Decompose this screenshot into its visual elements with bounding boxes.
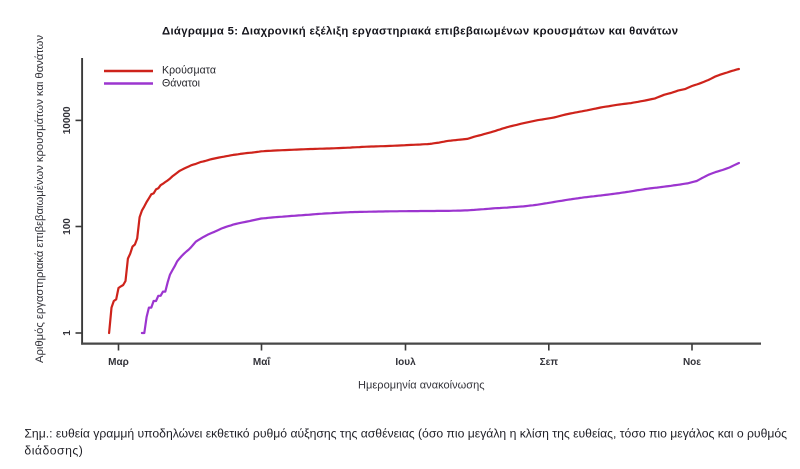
svg-text:Σημ.: ευθεία γραμμή υποδηλώνει: Σημ.: ευθεία γραμμή υποδηλώνει εκθετικό … (24, 426, 787, 440)
svg-text:Κρούσματα: Κρούσματα (162, 64, 216, 76)
svg-text:διάδοσης): διάδοσης) (24, 444, 82, 458)
svg-text:Ημερομηνία ανακοίνωσης: Ημερομηνία ανακοίνωσης (358, 379, 485, 391)
svg-text:10000: 10000 (62, 106, 73, 134)
svg-text:Μαρ: Μαρ (108, 357, 129, 368)
svg-text:Ιουλ: Ιουλ (395, 357, 416, 368)
svg-text:100: 100 (62, 218, 73, 235)
svg-text:Αριθμός εργαστηριακά επιβεβαιω: Αριθμός εργαστηριακά επιβεβαιωμένων κρου… (34, 35, 46, 363)
svg-text:Θάνατοι: Θάνατοι (162, 77, 201, 89)
svg-text:Διάγραμμα 5: Διαχρονική εξέλιξ: Διάγραμμα 5: Διαχρονική εξέλιξη εργαστηρ… (162, 25, 678, 37)
svg-text:1: 1 (62, 330, 73, 336)
svg-text:Νοε: Νοε (683, 357, 701, 368)
svg-text:Μαΐ: Μαΐ (253, 356, 271, 368)
svg-text:Σεπ: Σεπ (540, 357, 559, 368)
